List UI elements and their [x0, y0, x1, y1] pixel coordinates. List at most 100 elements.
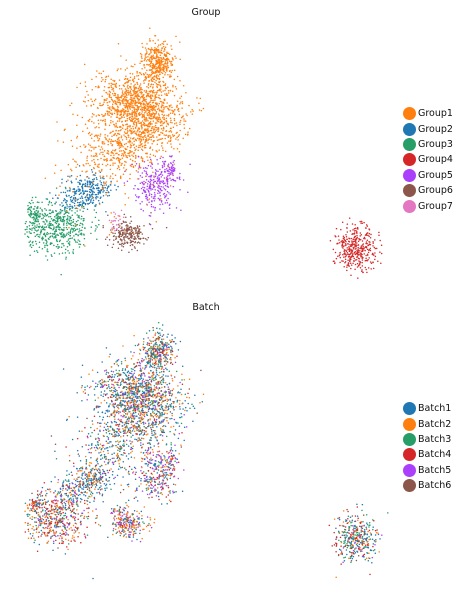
cell-point — [153, 344, 155, 346]
cell-point — [148, 92, 150, 95]
cell-point — [167, 90, 170, 92]
cell-point — [99, 171, 102, 174]
cell-point — [45, 241, 48, 243]
cell-point — [81, 364, 84, 367]
cell-point — [111, 246, 114, 249]
cell-point — [65, 256, 67, 258]
cell-point — [161, 42, 163, 45]
cell-point — [165, 168, 168, 170]
cell-point — [152, 366, 154, 368]
cell-point — [148, 107, 150, 109]
cell-point — [192, 110, 194, 112]
cell-point — [161, 110, 163, 113]
cell-point — [189, 163, 191, 166]
cell-point — [169, 137, 172, 140]
cell-point — [146, 239, 148, 241]
cell-point — [46, 220, 48, 223]
cell-point — [344, 258, 347, 260]
cell-point — [157, 170, 159, 173]
legend-item: Group7 — [403, 198, 453, 213]
cell-point — [33, 219, 35, 221]
cell-point — [350, 250, 353, 252]
cell-point — [149, 153, 152, 156]
cell-point — [157, 186, 159, 188]
cell-point — [134, 88, 136, 90]
cell-point — [131, 154, 133, 156]
cell-point — [168, 343, 170, 345]
cell-point — [164, 71, 167, 74]
cell-point — [107, 191, 110, 193]
cell-point — [135, 115, 137, 117]
cell-point — [165, 375, 167, 377]
cell-point — [124, 110, 127, 113]
cell-point — [101, 188, 104, 190]
cell-point — [67, 179, 69, 181]
cell-point — [132, 165, 135, 167]
cell-point — [154, 198, 156, 200]
cell-point — [150, 50, 152, 52]
cell-point — [87, 185, 90, 188]
cell-point — [44, 223, 46, 225]
cell-point — [159, 90, 161, 92]
cell-point — [365, 245, 368, 248]
cell-point — [156, 136, 158, 138]
cell-point — [156, 50, 159, 52]
cell-point — [152, 131, 155, 133]
cell-point — [143, 190, 145, 192]
cell-point — [136, 188, 139, 190]
cell-point — [156, 177, 159, 180]
cell-point — [149, 183, 152, 186]
cell-point — [87, 94, 89, 96]
cell-point — [113, 123, 115, 126]
cell-point — [134, 138, 137, 141]
cell-point — [133, 402, 135, 405]
cell-point — [147, 139, 149, 141]
cell-point — [162, 129, 164, 132]
cell-point — [335, 227, 338, 230]
cell-point — [126, 81, 128, 83]
batch-plot-title: Batch — [192, 302, 220, 313]
cell-point — [151, 71, 153, 73]
cell-point — [378, 231, 380, 234]
cell-point — [120, 136, 123, 139]
cell-point — [334, 235, 336, 237]
cell-point — [88, 373, 90, 375]
cell-point — [177, 135, 180, 138]
cell-point — [120, 249, 123, 251]
cell-point — [125, 75, 127, 77]
cell-point — [131, 397, 134, 400]
cell-point — [144, 366, 147, 369]
cell-point — [27, 204, 29, 207]
cell-point — [113, 376, 116, 378]
cell-point — [87, 162, 89, 165]
cell-point — [164, 354, 167, 356]
cell-point — [180, 393, 183, 396]
cell-point — [135, 104, 137, 107]
cell-point — [63, 208, 66, 211]
cell-point — [145, 128, 147, 130]
cell-point — [109, 159, 111, 162]
cell-point — [160, 368, 163, 370]
cell-point — [159, 181, 161, 184]
cell-point — [126, 394, 129, 396]
cell-point — [351, 240, 353, 242]
cell-point — [171, 164, 174, 166]
cell-point — [130, 165, 132, 168]
cell-point — [157, 365, 159, 368]
cell-point — [158, 347, 161, 349]
cell-point — [157, 130, 159, 133]
cell-point — [120, 230, 122, 232]
cell-point — [143, 94, 145, 96]
cell-point — [92, 196, 94, 199]
cell-point — [128, 390, 131, 392]
cell-point — [145, 364, 148, 366]
cell-point — [134, 160, 136, 163]
cell-point — [69, 175, 71, 178]
cell-point — [143, 180, 145, 183]
cell-point — [155, 149, 157, 152]
cell-point — [337, 255, 339, 258]
cell-point — [366, 254, 369, 256]
cell-point — [184, 120, 187, 122]
cell-point — [170, 45, 172, 47]
cell-point — [169, 129, 172, 132]
